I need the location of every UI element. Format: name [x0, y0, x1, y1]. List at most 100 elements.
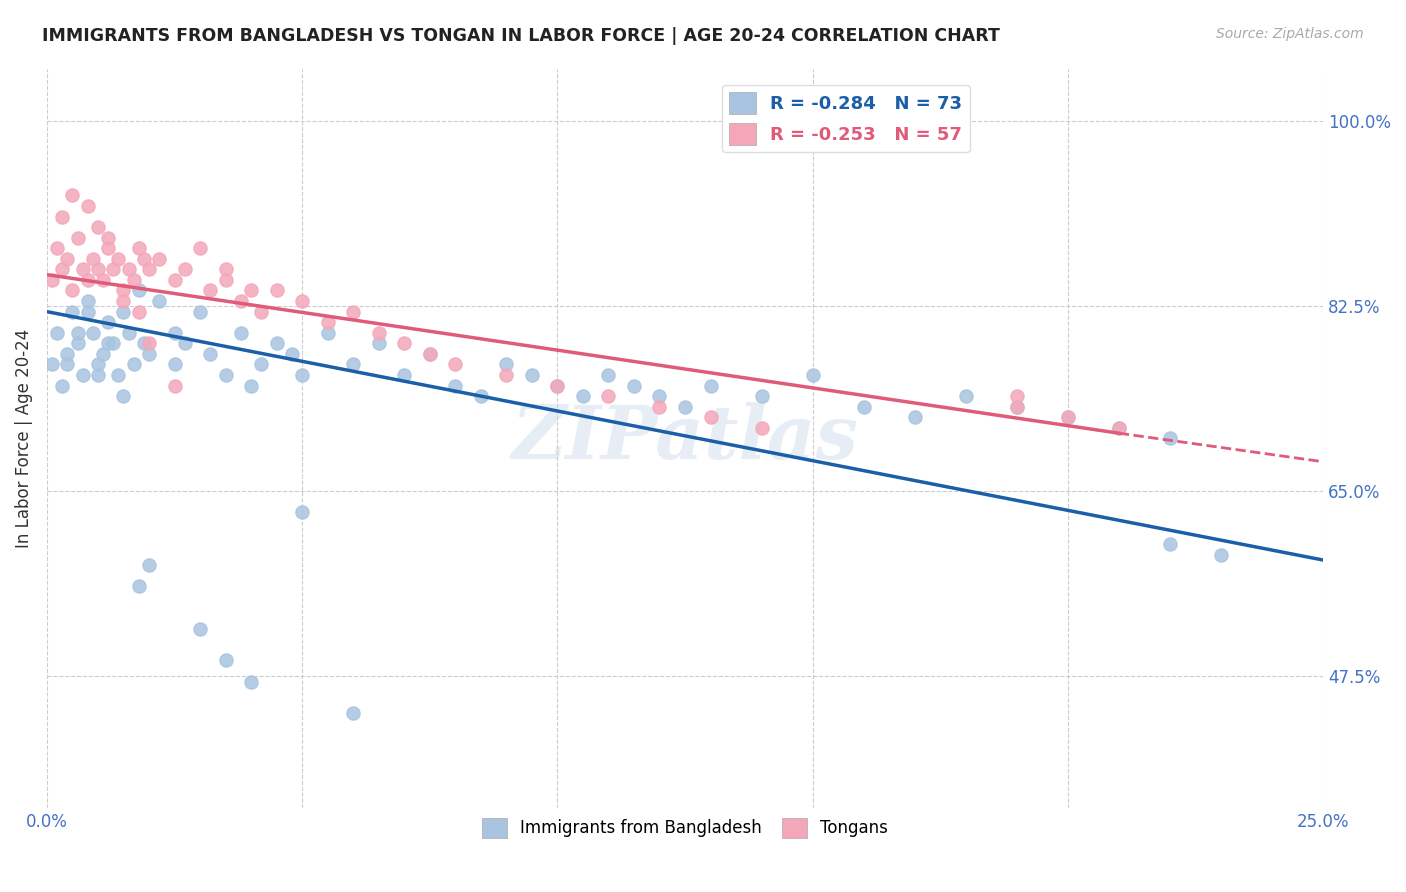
Point — [46, 241, 69, 255]
Point — [281, 347, 304, 361]
Point — [91, 273, 114, 287]
Point — [117, 262, 139, 277]
Point — [163, 273, 186, 287]
Point — [87, 358, 110, 372]
Point — [214, 262, 236, 277]
Point — [188, 241, 211, 255]
Point — [1108, 421, 1130, 435]
Point — [128, 241, 150, 255]
Point — [46, 326, 69, 340]
Point — [214, 653, 236, 667]
Point — [648, 389, 671, 403]
Point — [546, 378, 568, 392]
Y-axis label: In Labor Force | Age 20-24: In Labor Force | Age 20-24 — [15, 329, 32, 548]
Point — [342, 706, 364, 721]
Point — [904, 410, 927, 425]
Point — [1005, 400, 1028, 414]
Point — [128, 579, 150, 593]
Point — [342, 304, 364, 318]
Point — [87, 262, 110, 277]
Point — [250, 358, 273, 372]
Point — [470, 389, 492, 403]
Legend: Immigrants from Bangladesh, Tongans: Immigrants from Bangladesh, Tongans — [475, 811, 894, 845]
Point — [62, 188, 84, 202]
Point — [76, 273, 98, 287]
Point — [51, 210, 73, 224]
Point — [367, 336, 389, 351]
Point — [1005, 389, 1028, 403]
Point — [76, 304, 98, 318]
Point — [112, 284, 135, 298]
Point — [72, 368, 94, 382]
Point — [122, 358, 145, 372]
Point — [148, 252, 170, 266]
Point — [214, 368, 236, 382]
Point — [173, 336, 195, 351]
Point — [97, 230, 120, 244]
Point — [955, 389, 977, 403]
Point — [444, 358, 467, 372]
Point — [188, 304, 211, 318]
Point — [495, 358, 517, 372]
Point — [648, 400, 671, 414]
Point — [76, 294, 98, 309]
Point — [87, 368, 110, 382]
Point — [751, 421, 773, 435]
Point — [229, 326, 252, 340]
Text: IMMIGRANTS FROM BANGLADESH VS TONGAN IN LABOR FORCE | AGE 20-24 CORRELATION CHAR: IMMIGRANTS FROM BANGLADESH VS TONGAN IN … — [42, 27, 1000, 45]
Point — [56, 358, 79, 372]
Point — [103, 262, 125, 277]
Point — [367, 326, 389, 340]
Point — [97, 315, 120, 329]
Point — [112, 304, 135, 318]
Point — [97, 241, 120, 255]
Point — [138, 262, 160, 277]
Point — [200, 284, 222, 298]
Point — [66, 336, 89, 351]
Point — [291, 368, 314, 382]
Point — [240, 378, 263, 392]
Point — [1005, 400, 1028, 414]
Point — [200, 347, 222, 361]
Point — [56, 347, 79, 361]
Point — [103, 336, 125, 351]
Point — [394, 336, 416, 351]
Point — [163, 378, 186, 392]
Point — [41, 358, 63, 372]
Point — [316, 326, 339, 340]
Point — [76, 199, 98, 213]
Point — [163, 326, 186, 340]
Point — [132, 336, 155, 351]
Point — [128, 284, 150, 298]
Point — [51, 378, 73, 392]
Point — [91, 347, 114, 361]
Point — [240, 284, 263, 298]
Point — [107, 368, 129, 382]
Point — [72, 262, 94, 277]
Point — [1159, 537, 1181, 551]
Point — [66, 326, 89, 340]
Point — [112, 389, 135, 403]
Text: Source: ZipAtlas.com: Source: ZipAtlas.com — [1216, 27, 1364, 41]
Point — [699, 378, 721, 392]
Point — [229, 294, 252, 309]
Point — [444, 378, 467, 392]
Point — [1108, 421, 1130, 435]
Point — [598, 368, 620, 382]
Point — [66, 230, 89, 244]
Point — [41, 273, 63, 287]
Point — [214, 273, 236, 287]
Point — [623, 378, 645, 392]
Point — [138, 558, 160, 573]
Point — [751, 389, 773, 403]
Point — [1057, 410, 1080, 425]
Point — [56, 252, 79, 266]
Point — [117, 326, 139, 340]
Point — [107, 252, 129, 266]
Point — [852, 400, 875, 414]
Point — [122, 273, 145, 287]
Point — [173, 262, 195, 277]
Point — [1057, 410, 1080, 425]
Point — [128, 304, 150, 318]
Point — [546, 378, 568, 392]
